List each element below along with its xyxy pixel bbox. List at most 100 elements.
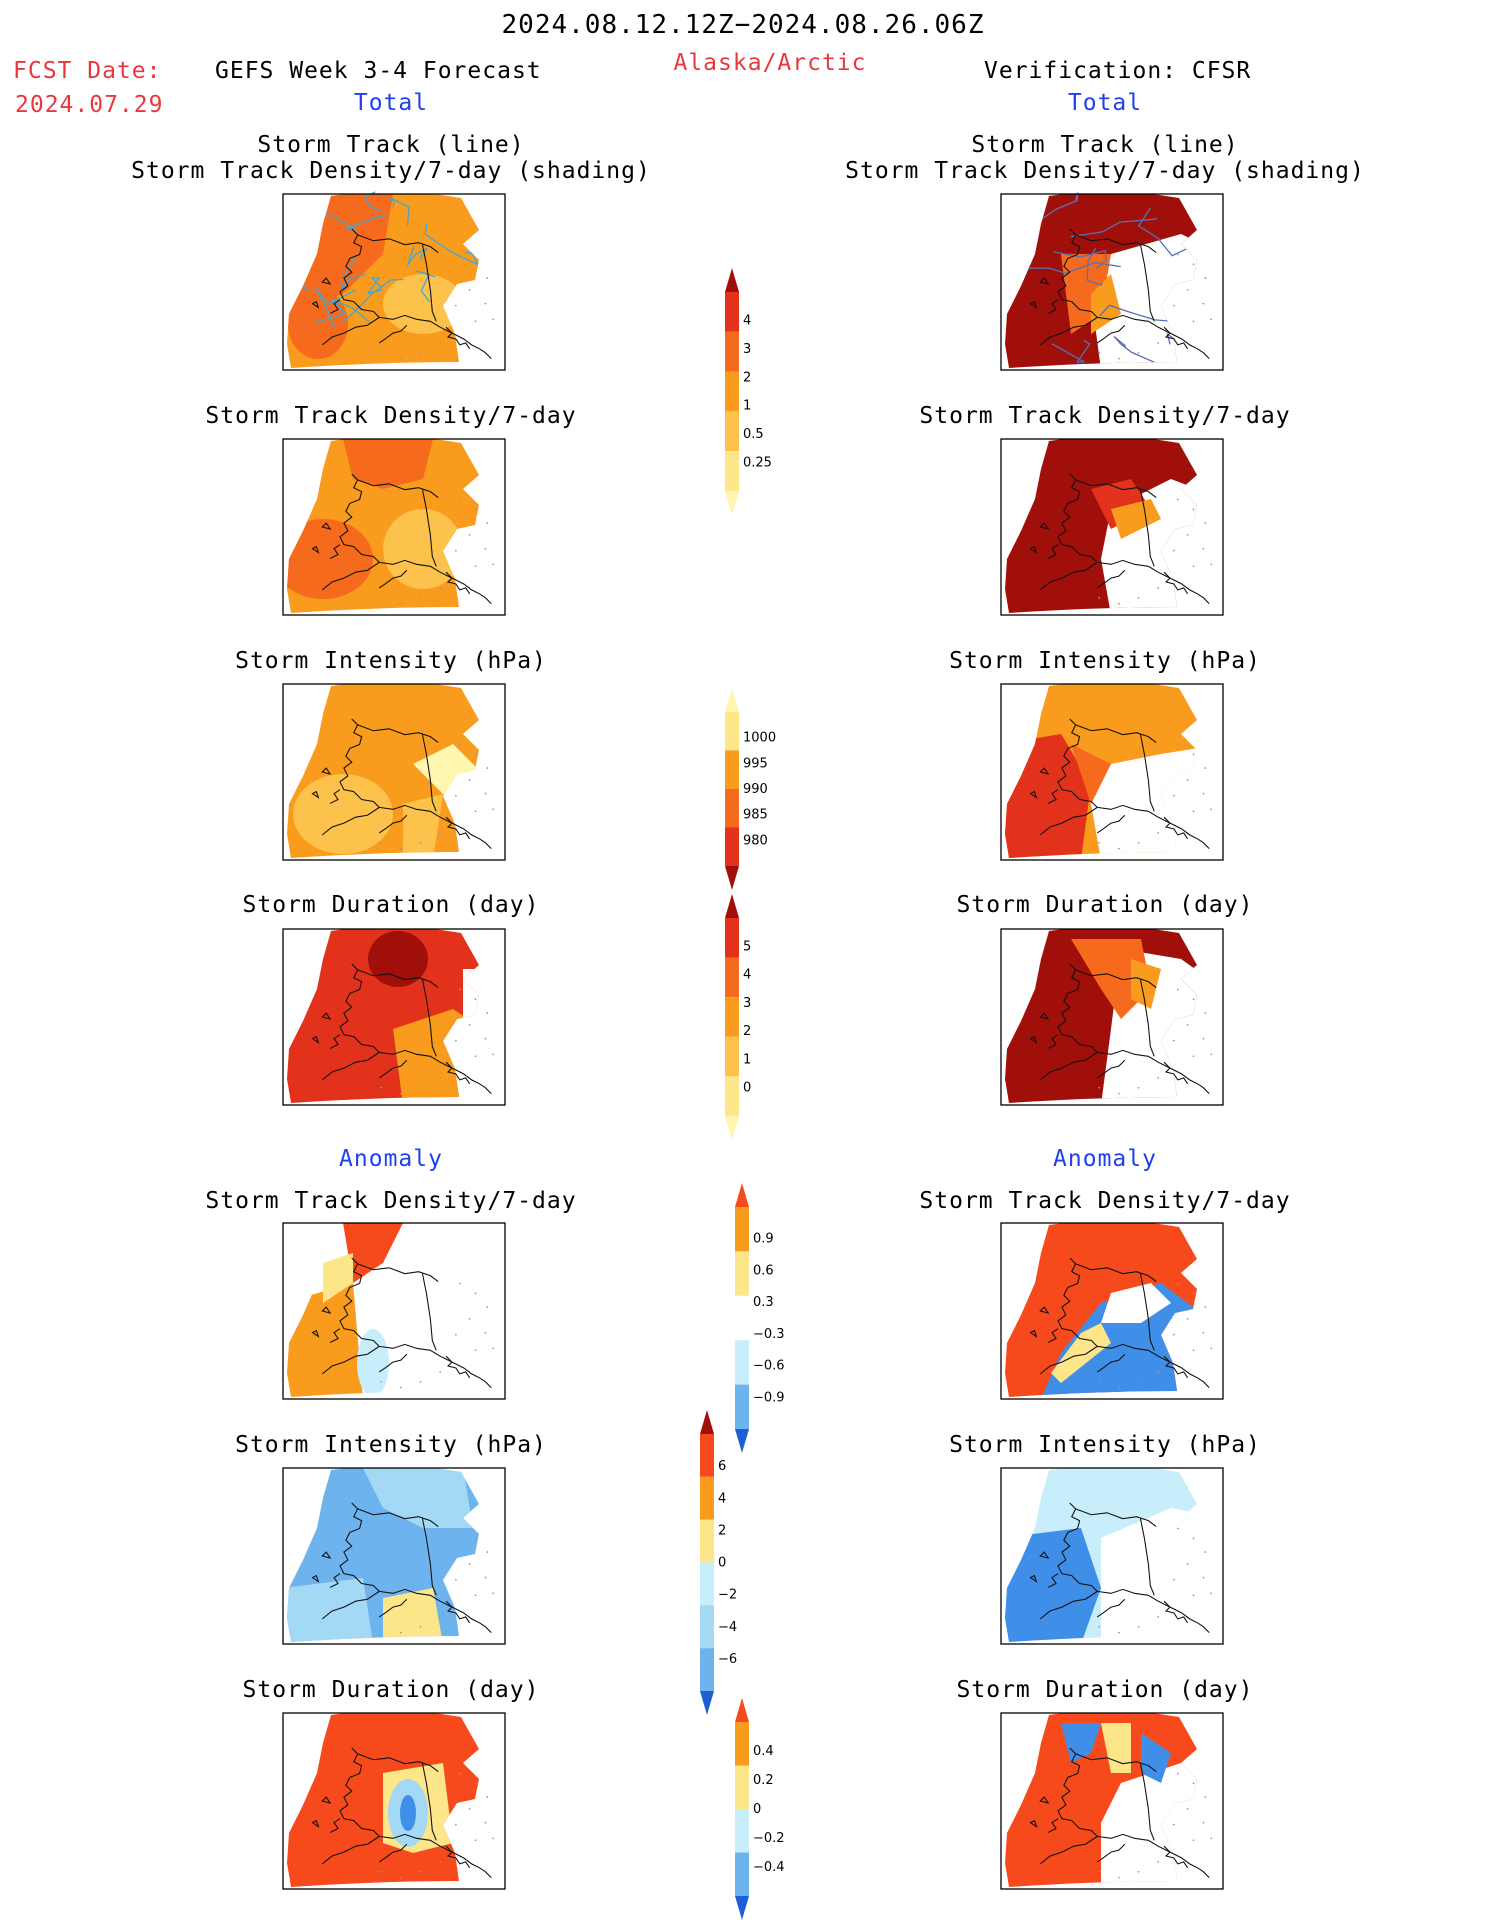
colorbar-segment (735, 1295, 749, 1341)
colorbar-tick-label: 6 (718, 1459, 726, 1474)
colorbar-tick-label: −0.3 (753, 1327, 785, 1342)
right-intensity-map (1000, 683, 1224, 861)
left-anom-intensity-map-frame (282, 1467, 506, 1645)
left-anom-intensity-title: Storm Intensity (hPa) (235, 1432, 547, 1458)
colorbar-segment (700, 1476, 714, 1520)
colorbar-density-anomaly: 0.9 0.6 0.3 −0.3 −0.6 −0.9 (735, 1183, 785, 1453)
colorbar-tick-label: 0.5 (743, 427, 764, 442)
colorbar-top-arrow (725, 268, 739, 292)
colorbar-tick-label: 0.6 (753, 1263, 774, 1278)
region-title: Alaska/Arctic (673, 50, 867, 76)
colorbar-tick-label: 1000 (743, 731, 776, 746)
colorbar-segment (725, 292, 739, 332)
colorbar-segment (735, 1207, 749, 1252)
colorbar-top-arrow (735, 1183, 749, 1207)
colorbar-bottom-arrow (735, 1429, 749, 1453)
colorbar-tick-label: 5 (743, 939, 751, 954)
colorbar-segment (725, 1076, 739, 1116)
left-density-map (282, 438, 506, 616)
colorbar-tick-label: 4 (743, 968, 751, 983)
left-anom-duration-title: Storm Duration (day) (242, 1677, 540, 1703)
left-anom-duration-map (282, 1712, 506, 1890)
colorbar-top-arrow (700, 1410, 714, 1434)
colorbar-tick-label: 0.3 (753, 1295, 774, 1310)
colorbar-tick-label: 0 (753, 1802, 761, 1817)
left-density-map-frame (282, 438, 506, 616)
left-intensity-map-frame (282, 683, 506, 861)
colorbar-tick-label: 3 (743, 342, 751, 357)
colorbar-segment (725, 827, 739, 866)
colorbar-top-arrow (725, 688, 739, 712)
left-density-title: Storm Track Density/7-day (205, 403, 577, 429)
colorbar-tick-label: −0.9 (753, 1390, 785, 1405)
right-density-map-frame (1000, 438, 1224, 616)
verification-title: Verification: CFSR (984, 58, 1252, 84)
right-intensity-map-frame (1000, 683, 1224, 861)
colorbar-segment (735, 1765, 749, 1809)
colorbar-segment (700, 1648, 714, 1691)
fcst-date-value: 2024.07.29 (15, 92, 164, 118)
right-anom-density-title: Storm Track Density/7-day (919, 1188, 1291, 1214)
colorbar-segment (725, 411, 739, 452)
colorbar-segment (700, 1562, 714, 1606)
colorbar-segment (725, 957, 739, 998)
right-duration-map (1000, 928, 1224, 1106)
left-intensity-map (282, 683, 506, 861)
right-track-map (1000, 191, 1224, 371)
colorbar-tick-label: 990 (743, 782, 768, 797)
left-section-title: Total (353, 90, 429, 116)
left-anom-intensity-map (282, 1467, 506, 1645)
colorbar-segment (725, 789, 739, 828)
colorbar-tick-label: −0.2 (753, 1831, 785, 1846)
colorbar-tick-label: 0.4 (753, 1744, 774, 1759)
colorbar-duration-total: 5 4 3 2 1 0 (725, 894, 751, 1140)
right-track-map-frame (1000, 193, 1224, 371)
colorbar-tick-label: 0 (743, 1081, 751, 1096)
right-density-title: Storm Track Density/7-day (919, 403, 1291, 429)
right-anom-intensity-map-frame (1000, 1467, 1224, 1645)
colorbar-tick-label: 0.9 (753, 1232, 774, 1247)
colorbar-tick-label: 980 (743, 833, 768, 848)
fcst-date-label: FCST Date: (13, 58, 162, 84)
colorbar-top-arrow (725, 894, 739, 918)
colorbar-tick-label: 1 (743, 1052, 751, 1067)
colorbar-segment (725, 371, 739, 412)
colorbar-intensity-anomaly: 6 4 2 0 −2 −4 −6 (700, 1410, 737, 1715)
left-anom-density-map-frame (282, 1222, 506, 1400)
colorbar-tick-label: 1 (743, 399, 751, 414)
colorbar-segment (735, 1251, 749, 1296)
right-anom-density-map-frame (1000, 1222, 1224, 1400)
right-duration-title: Storm Duration (day) (956, 892, 1254, 918)
left-duration-title: Storm Duration (day) (242, 892, 540, 918)
colorbar-tick-label: −0.4 (753, 1860, 785, 1875)
left-track-line-title: Storm Track (line) (257, 132, 525, 158)
forecast-title: GEFS Week 3-4 Forecast (215, 58, 542, 84)
colorbar-bottom-arrow (725, 866, 739, 890)
right-anom-density-map (1000, 1222, 1224, 1400)
colorbar-segment (725, 331, 739, 372)
left-anomaly-heading: Anomaly (339, 1146, 443, 1172)
right-anom-duration-title: Storm Duration (day) (956, 1677, 1254, 1703)
left-duration-map-frame (282, 928, 506, 1106)
left-anom-duration-map-frame (282, 1712, 506, 1890)
colorbar-segment (725, 918, 739, 958)
right-anom-duration-map-frame (1000, 1712, 1224, 1890)
right-anomaly-heading: Anomaly (1053, 1146, 1157, 1172)
right-track-line-title: Storm Track (line) (971, 132, 1239, 158)
colorbar-bottom-arrow (700, 1691, 714, 1715)
colorbar-segment (700, 1519, 714, 1563)
left-intensity-title: Storm Intensity (hPa) (235, 648, 547, 674)
right-anom-intensity-map (1000, 1467, 1224, 1645)
colorbar-tick-label: 3 (743, 996, 751, 1011)
colorbar-segment (725, 750, 739, 789)
left-track-map (282, 191, 506, 371)
colorbar-tick-label: 4 (718, 1491, 726, 1506)
left-duration-map (282, 928, 506, 1106)
colorbar-tick-label: 2 (743, 1024, 751, 1039)
colorbar-tick-label: 4 (743, 313, 751, 328)
colorbar-segment (735, 1852, 749, 1896)
colorbar-duration-anomaly: 0.4 0.2 0 −0.2 −0.4 (735, 1698, 785, 1920)
colorbar-segment (700, 1605, 714, 1649)
colorbar-segment (735, 1384, 749, 1429)
